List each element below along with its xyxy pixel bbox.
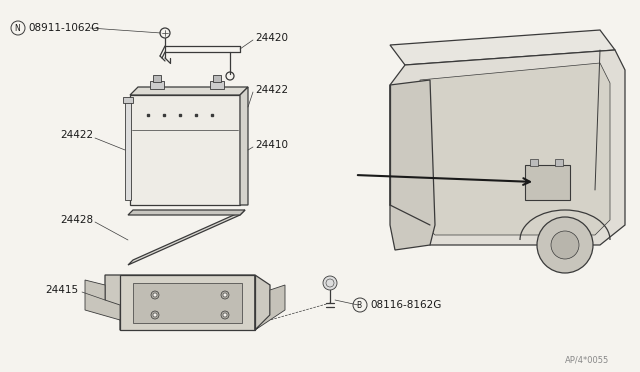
Bar [150, 81, 164, 89]
Text: 24410: 24410 [255, 140, 288, 150]
Text: 08911-1062G: 08911-1062G [28, 23, 99, 33]
Polygon shape [390, 50, 625, 245]
Text: AP/4*0055: AP/4*0055 [565, 356, 609, 365]
Bar [525, 165, 570, 200]
Text: 24415: 24415 [45, 285, 78, 295]
Polygon shape [120, 275, 255, 330]
Text: 24422: 24422 [60, 130, 93, 140]
Polygon shape [105, 275, 270, 330]
Polygon shape [130, 87, 248, 95]
Circle shape [153, 293, 157, 297]
Text: 24422: 24422 [255, 85, 288, 95]
Polygon shape [255, 275, 285, 330]
Bar [125, 100, 131, 200]
Circle shape [151, 291, 159, 299]
Circle shape [151, 311, 159, 319]
Circle shape [221, 311, 229, 319]
Polygon shape [133, 283, 242, 323]
Circle shape [223, 293, 227, 297]
Polygon shape [420, 63, 610, 235]
Text: 24420: 24420 [255, 33, 288, 43]
Circle shape [221, 291, 229, 299]
Circle shape [551, 231, 579, 259]
Text: 24428: 24428 [60, 215, 93, 225]
Text: B: B [356, 301, 362, 310]
Polygon shape [390, 30, 615, 65]
Bar [130, 95, 240, 205]
Bar [123, 97, 133, 103]
Bar [153, 75, 161, 82]
Bar [213, 75, 221, 82]
Polygon shape [128, 210, 245, 215]
Bar [210, 81, 224, 89]
Text: 08116-8162G: 08116-8162G [370, 300, 442, 310]
Circle shape [153, 313, 157, 317]
Circle shape [537, 217, 593, 273]
Bar [530, 159, 538, 166]
Polygon shape [128, 210, 245, 265]
Circle shape [223, 313, 227, 317]
Circle shape [323, 276, 337, 290]
Polygon shape [390, 80, 435, 250]
Polygon shape [240, 87, 248, 205]
Bar [555, 159, 563, 166]
Text: N: N [14, 23, 20, 32]
Polygon shape [85, 280, 120, 320]
